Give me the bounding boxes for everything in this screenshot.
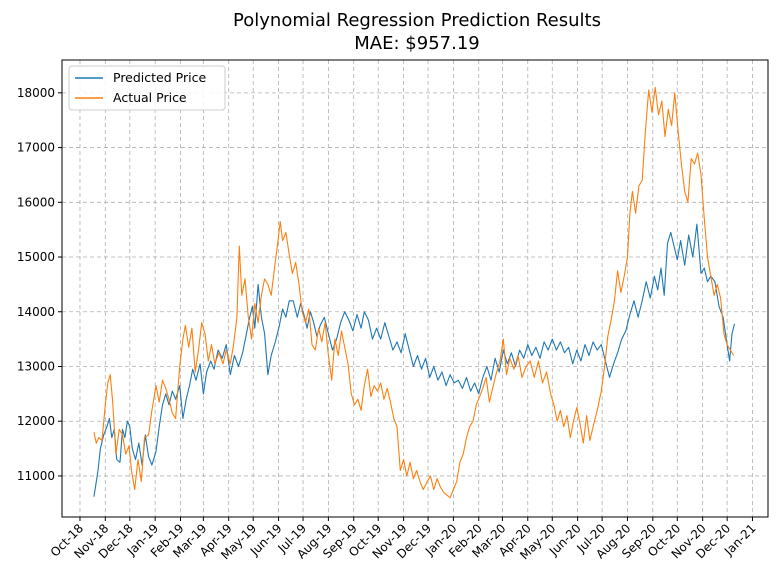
y-axis: 11000 12000 13000 14000 15000 16000 17000 18000	[17, 86, 62, 483]
legend-box	[68, 65, 226, 111]
chart-title: Polynomial Regression Prediction Results	[233, 10, 601, 31]
grid	[62, 60, 768, 517]
chart-subtitle: MAE: $957.19	[354, 33, 479, 54]
legend: Predicted Price Actual Price	[68, 65, 226, 111]
legend-label-actual-price: Actual Price	[113, 90, 187, 105]
y-tick-label: 13000	[17, 359, 55, 373]
y-tick-label: 11000	[17, 469, 55, 483]
y-tick-label: 14000	[17, 305, 55, 319]
y-tick-label: 18000	[17, 86, 55, 100]
y-tick-label: 16000	[17, 195, 55, 209]
plot-area-frame	[61, 59, 769, 518]
y-tick-label: 15000	[17, 250, 55, 264]
plot-series	[93, 86, 736, 499]
series-line-predicted-price	[93, 223, 736, 497]
x-axis: Oct-18Nov-18Dec-18Jan-19Feb-19Mar-19Apr-…	[48, 517, 759, 562]
legend-label-predicted-price: Predicted Price	[113, 70, 206, 85]
y-tick-label: 17000	[17, 141, 55, 155]
y-tick-label: 12000	[17, 414, 55, 428]
series-line-actual-price	[93, 86, 735, 499]
